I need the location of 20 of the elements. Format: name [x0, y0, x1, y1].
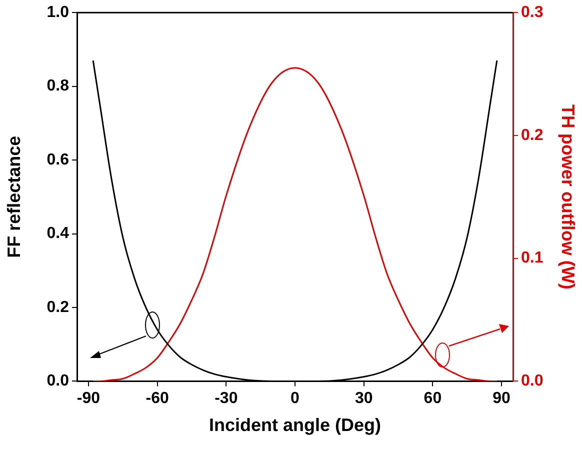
y-tick-label: 0.2 [46, 298, 70, 316]
x-tick-label: 90 [492, 390, 511, 408]
x-tick-label: -30 [214, 390, 238, 408]
y2-tick-label: 0.0 [521, 372, 544, 390]
x-tick-label: 60 [424, 390, 442, 408]
y-tick-label: 1.0 [46, 4, 70, 22]
y2-tick-label: 0.1 [521, 250, 544, 267]
y-tick-label: 0.6 [46, 151, 70, 168]
y-tick-label: 0.0 [46, 372, 70, 390]
x-tick-label: -90 [76, 390, 100, 408]
x-tick-label: 30 [354, 390, 373, 408]
x-tick-label: -60 [146, 390, 169, 408]
x-axis-title: Incident angle (Deg) [208, 415, 382, 436]
y2-tick-label: 0.2 [521, 126, 544, 144]
y-axis-title: FF reflectance [4, 136, 24, 258]
y-tick-label: 0.4 [46, 225, 70, 242]
y-tick-label: 0.8 [46, 78, 70, 95]
y2-tick-label: 0.3 [521, 4, 544, 22]
x-tick-label: 0 [290, 390, 300, 408]
y2-axis-title: TH power outflow (W) [558, 104, 578, 290]
